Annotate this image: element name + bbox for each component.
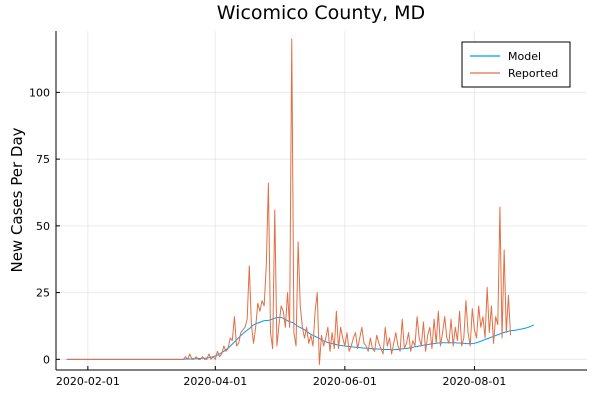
series-lines (66, 38, 535, 366)
y-tick-label: 0 (43, 353, 50, 366)
legend-label-model: Model (508, 50, 541, 63)
chart-title: Wicomico County, MD (217, 2, 425, 24)
x-tick-label: 2020-08-01 (442, 375, 506, 388)
x-tick-label: 2020-06-01 (313, 375, 377, 388)
y-tick-label: 50 (36, 220, 50, 233)
legend-box (461, 41, 571, 88)
x-tick-label: 2020-04-01 (183, 375, 247, 388)
series-line-reported (66, 38, 512, 366)
y-axis-label: New Cases Per Day (8, 127, 26, 272)
axes: 2020-02-01 2020-04-01 2020-06-01 2020-08-01… (29, 31, 587, 388)
y-tick-label: 25 (36, 287, 50, 300)
y-tick-label: 75 (36, 153, 50, 166)
legend: Model Reported (461, 41, 571, 88)
x-tick-label: 2020-02-01 (56, 375, 120, 388)
y-tick-label: 100 (29, 86, 50, 99)
legend-label-reported: Reported (508, 67, 558, 80)
